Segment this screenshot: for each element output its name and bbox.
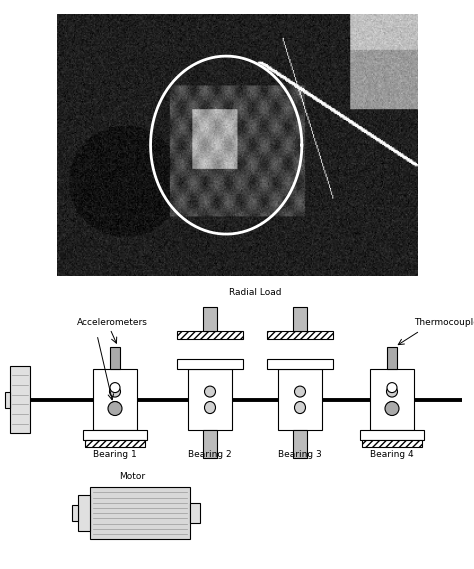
Bar	[362, 440, 422, 447]
Ellipse shape	[294, 402, 306, 414]
Bar	[370, 369, 414, 431]
Ellipse shape	[386, 386, 398, 397]
Ellipse shape	[109, 386, 120, 397]
Bar	[10, 366, 30, 434]
Bar	[278, 369, 322, 431]
Bar	[190, 503, 200, 523]
Ellipse shape	[108, 402, 122, 415]
Text: Motor: Motor	[119, 472, 145, 481]
Text: Bearing 3: Bearing 3	[278, 451, 322, 459]
Ellipse shape	[385, 402, 399, 415]
Bar	[188, 369, 232, 431]
Bar	[387, 347, 397, 369]
Bar	[78, 495, 90, 531]
Text: Accelerometers: Accelerometers	[77, 318, 148, 327]
Text: Bearing 1: Bearing 1	[93, 451, 137, 459]
Bar	[177, 331, 243, 339]
Text: Bearing 2: Bearing 2	[188, 451, 232, 459]
Bar	[90, 487, 190, 539]
Ellipse shape	[387, 382, 397, 393]
Ellipse shape	[109, 402, 120, 414]
Bar	[203, 431, 217, 459]
Ellipse shape	[294, 386, 306, 397]
Bar	[93, 369, 137, 431]
Bar	[267, 331, 333, 339]
Bar	[85, 440, 145, 447]
Text: Radial Load: Radial Load	[229, 288, 281, 297]
Ellipse shape	[204, 402, 216, 414]
Bar	[293, 307, 307, 331]
Bar	[267, 358, 333, 369]
Bar	[83, 431, 147, 440]
Ellipse shape	[110, 382, 120, 393]
Bar	[72, 505, 78, 521]
Text: Thermocouples: Thermocouples	[414, 318, 474, 327]
Bar	[360, 431, 424, 440]
Bar	[177, 358, 243, 369]
Bar	[5, 391, 10, 407]
Ellipse shape	[386, 402, 398, 414]
Bar	[110, 347, 120, 369]
Bar	[203, 307, 217, 331]
Text: Bearing 4: Bearing 4	[370, 451, 414, 459]
Bar	[293, 431, 307, 459]
Ellipse shape	[204, 386, 216, 397]
